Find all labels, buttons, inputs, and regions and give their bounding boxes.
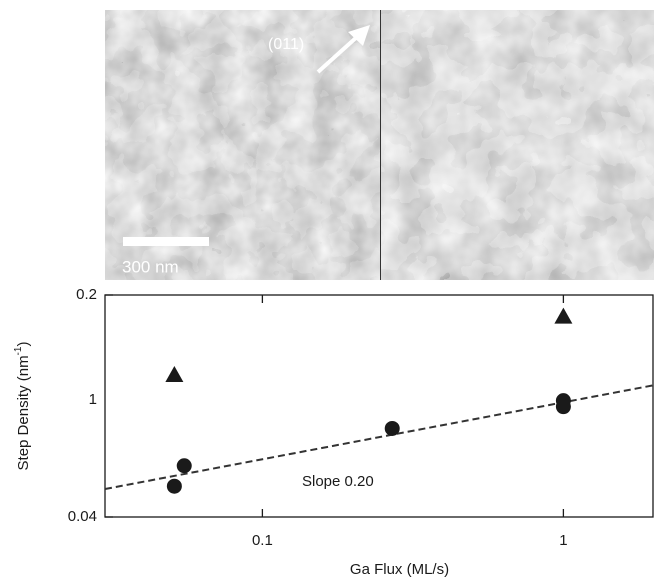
circle-point — [384, 420, 400, 436]
stm-panel-right — [381, 10, 654, 280]
x-tick-label: 1 — [559, 532, 567, 549]
plot-frame — [104, 294, 654, 518]
y-tick-label: 0.04 — [68, 508, 97, 525]
circle-point — [166, 478, 182, 494]
y-axis-title-main: Step Density (nm — [15, 355, 32, 470]
annotation: Slope 0.20 — [302, 473, 374, 490]
circle-point — [176, 458, 192, 474]
direction-label: (011) — [268, 36, 304, 53]
triangle-point — [165, 365, 184, 382]
x-axis-title: Ga Flux (ML/s) — [350, 561, 449, 578]
x-tick-label: 0.1 — [252, 532, 273, 549]
direction-arrow — [316, 34, 360, 74]
scale-label: 300 nm — [122, 257, 179, 276]
circle-point — [555, 399, 571, 415]
y-axis-title: Step Density (nm-1) — [13, 342, 32, 471]
y-tick-label: 0.2 — [76, 286, 97, 303]
arrow-head — [348, 25, 370, 46]
scale-bar — [123, 237, 209, 246]
y-axis-title-sup: -1 — [13, 346, 24, 355]
y-axis-title-end: ) — [15, 342, 32, 347]
stm-image: (011) 300 nm — [105, 10, 654, 280]
y-axis-mid-label: 1 — [89, 391, 97, 408]
triangle-point — [554, 307, 573, 324]
fit-line — [104, 384, 654, 490]
